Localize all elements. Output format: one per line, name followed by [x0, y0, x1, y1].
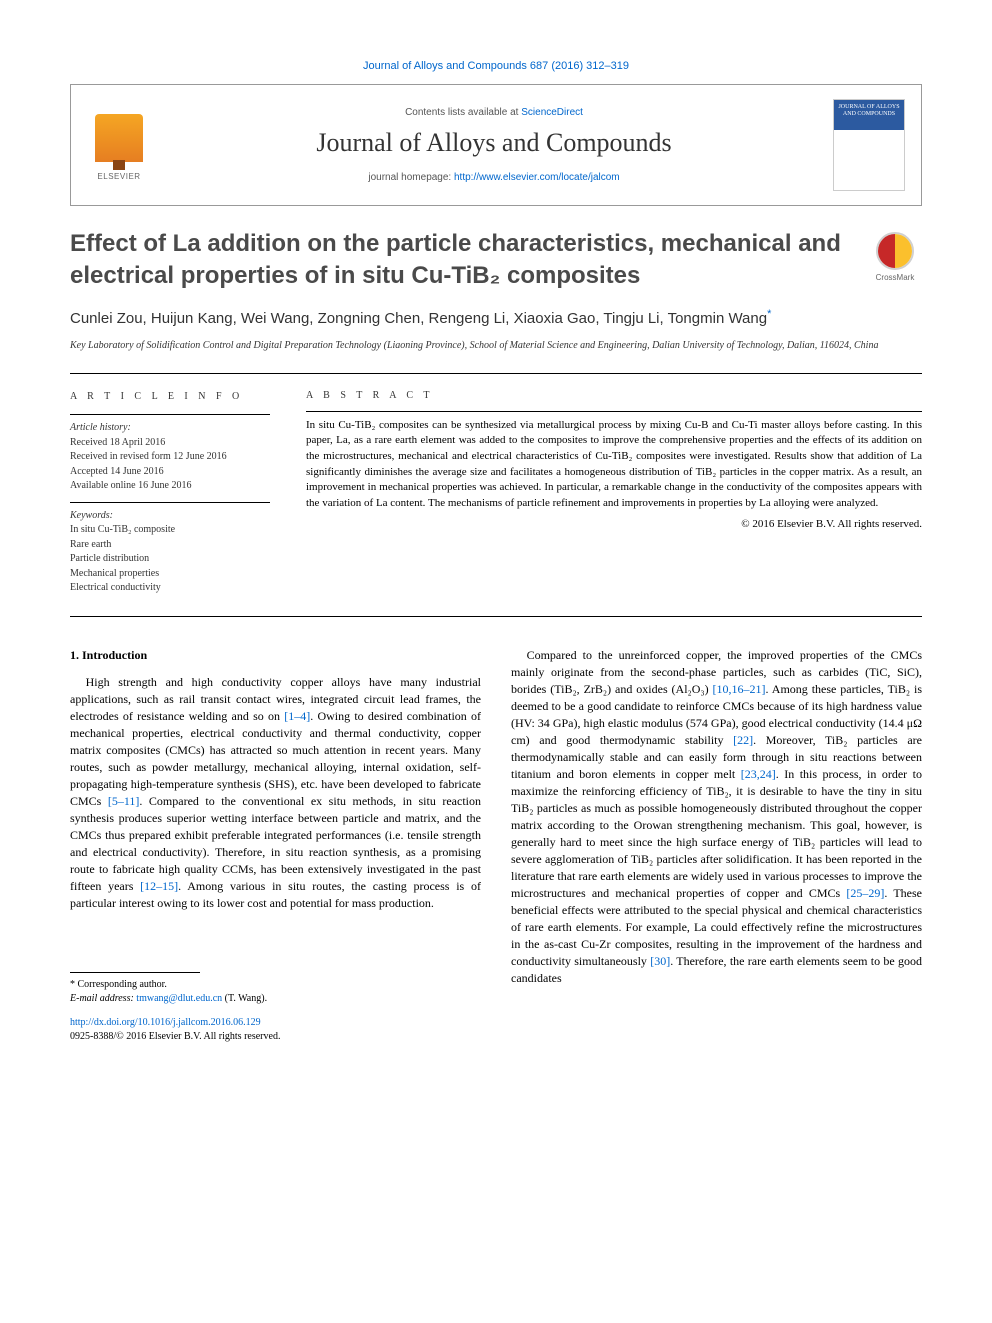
divider-bottom	[70, 616, 922, 617]
ref-link[interactable]: [22]	[733, 733, 753, 747]
abstract-divider	[306, 411, 922, 412]
page: Journal of Alloys and Compounds 687 (201…	[0, 0, 992, 1084]
body-column-right: Compared to the unreinforced copper, the…	[511, 647, 922, 1044]
ref-link[interactable]: [12–15]	[140, 879, 178, 893]
received-date: Received 18 April 2016	[70, 436, 270, 451]
email-link[interactable]: tmwang@dlut.edu.cn	[136, 993, 222, 1004]
abstract-heading: A B S T R A C T	[306, 390, 922, 401]
email-label: E-mail address:	[70, 993, 134, 1004]
affiliation: Key Laboratory of Solidification Control…	[70, 339, 922, 353]
info-abstract-row: A R T I C L E I N F O Article history: R…	[70, 374, 922, 616]
ref-link[interactable]: [10,16–21]	[713, 682, 766, 696]
cover-title: JOURNAL OF ALLOYS AND COMPOUNDS	[834, 100, 904, 130]
crossmark-icon	[876, 232, 914, 270]
revised-date: Received in revised form 12 June 2016	[70, 450, 270, 465]
issn-line: 0925-8388/© 2016 Elsevier B.V. All right…	[70, 1030, 481, 1044]
keywords-block: Keywords: In situ Cu-TiB₂ composite Rare…	[70, 509, 270, 596]
keywords-label: Keywords:	[70, 509, 270, 524]
abstract-copyright: © 2016 Elsevier B.V. All rights reserved…	[306, 518, 922, 530]
homepage-line: journal homepage: http://www.elsevier.co…	[167, 172, 821, 183]
keyword: Electrical conductivity	[70, 581, 270, 596]
history-label: Article history:	[70, 421, 270, 436]
section-heading: 1. Introduction	[70, 647, 481, 664]
elsevier-tree-icon	[95, 114, 143, 162]
abstract-text: In situ Cu-TiB₂ composites can be synthe…	[306, 418, 922, 512]
corresponding-marker: *	[767, 308, 771, 320]
journal-header-box: ELSEVIER Contents lists available at Sci…	[70, 84, 922, 206]
top-citation: Journal of Alloys and Compounds 687 (201…	[70, 60, 922, 72]
email-line: E-mail address: tmwang@dlut.edu.cn (T. W…	[70, 992, 481, 1006]
contents-prefix: Contents lists available at	[405, 107, 521, 118]
cover-body	[834, 130, 904, 190]
keyword: Rare earth	[70, 538, 270, 553]
body-columns: 1. Introduction High strength and high c…	[70, 647, 922, 1044]
keyword: In situ Cu-TiB₂ composite	[70, 523, 270, 538]
top-citation-link[interactable]: Journal of Alloys and Compounds 687 (201…	[363, 60, 629, 72]
corresponding-note: * Corresponding author.	[70, 978, 481, 992]
accepted-date: Accepted 14 June 2016	[70, 465, 270, 480]
ref-link[interactable]: [23,24]	[741, 767, 776, 781]
doi-link[interactable]: http://dx.doi.org/10.1016/j.jallcom.2016…	[70, 1017, 261, 1028]
article-info-column: A R T I C L E I N F O Article history: R…	[70, 390, 270, 596]
body-paragraph: Compared to the unreinforced copper, the…	[511, 647, 922, 988]
ref-link[interactable]: [1–4]	[284, 709, 310, 723]
article-info-heading: A R T I C L E I N F O	[70, 390, 270, 405]
homepage-link[interactable]: http://www.elsevier.com/locate/jalcom	[454, 172, 620, 183]
body-column-left: 1. Introduction High strength and high c…	[70, 647, 481, 1044]
article-title: Effect of La addition on the particle ch…	[70, 228, 854, 291]
keyword: Particle distribution	[70, 552, 270, 567]
keyword: Mechanical properties	[70, 567, 270, 582]
elsevier-logo: ELSEVIER	[87, 109, 151, 181]
authors-names: Cunlei Zou, Huijun Kang, Wei Wang, Zongn…	[70, 310, 767, 327]
ref-link[interactable]: [30]	[650, 954, 670, 968]
body-paragraph: High strength and high conductivity copp…	[70, 674, 481, 912]
contents-line: Contents lists available at ScienceDirec…	[167, 107, 821, 118]
footer-block: * Corresponding author. E-mail address: …	[70, 972, 481, 1044]
title-row: Effect of La addition on the particle ch…	[70, 228, 922, 291]
authors-line: Cunlei Zou, Huijun Kang, Wei Wang, Zongn…	[70, 307, 922, 329]
homepage-prefix: journal homepage:	[368, 172, 454, 183]
email-author-name: (T. Wang).	[225, 993, 267, 1004]
header-center: Contents lists available at ScienceDirec…	[167, 107, 821, 183]
crossmark-label: CrossMark	[868, 273, 922, 282]
info-divider-1	[70, 414, 270, 415]
journal-name: Journal of Alloys and Compounds	[167, 128, 821, 158]
ref-link[interactable]: [5–11]	[108, 794, 140, 808]
doi-block: http://dx.doi.org/10.1016/j.jallcom.2016…	[70, 1016, 481, 1044]
ref-link[interactable]: [25–29]	[846, 886, 884, 900]
crossmark-badge[interactable]: CrossMark	[868, 232, 922, 282]
abstract-column: A B S T R A C T In situ Cu-TiB₂ composit…	[306, 390, 922, 596]
elsevier-label: ELSEVIER	[97, 172, 140, 181]
sciencedirect-link[interactable]: ScienceDirect	[521, 107, 583, 118]
online-date: Available online 16 June 2016	[70, 479, 270, 494]
footer-divider	[70, 972, 200, 973]
journal-cover-thumbnail: JOURNAL OF ALLOYS AND COMPOUNDS	[833, 99, 905, 191]
info-divider-2	[70, 502, 270, 503]
